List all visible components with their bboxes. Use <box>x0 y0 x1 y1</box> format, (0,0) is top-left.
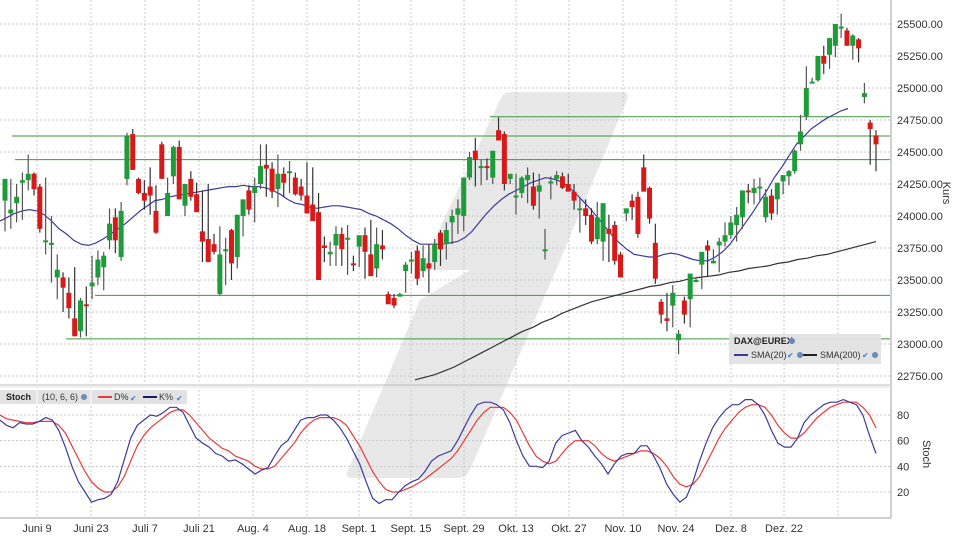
legend-sma20: SMA(20) <box>751 350 787 360</box>
candlesticks <box>2 13 879 355</box>
legend-sma200: SMA(200) <box>820 350 861 360</box>
x-tick-label: Okt. 27 <box>551 523 586 535</box>
sma200-line <box>414 241 877 381</box>
stoch-tick-label: 40 <box>897 461 909 473</box>
stoch-tick-label: 80 <box>897 410 909 422</box>
price-tick-label: 23750.00 <box>897 243 943 255</box>
sma20-checkmark-icon[interactable]: ✔ <box>787 351 794 360</box>
stoch-k-line <box>0 398 877 505</box>
x-tick-label: Sept. 29 <box>444 523 485 535</box>
globe-icon[interactable] <box>789 338 795 344</box>
d-checkmark-icon[interactable]: ✔ <box>130 394 137 403</box>
x-tick-label: Sept. 15 <box>391 523 432 535</box>
price-tick-label: 24500.00 <box>897 147 943 159</box>
stoch-y-axis: 80 60 40 20 <box>897 410 909 499</box>
stoch-grid <box>0 390 890 517</box>
price-legend: DAX@EUREX SMA(20) ✔ SMA(200) ✔ <box>729 334 881 364</box>
price-axis-title: Kurs <box>940 182 952 205</box>
price-tick-label: 25000.00 <box>897 83 943 95</box>
x-tick-label: Aug. 4 <box>237 523 269 535</box>
x-tick-label: Dez. 22 <box>765 523 803 535</box>
x-tick-label: Nov. 10 <box>604 523 641 535</box>
legend-k: K% <box>159 392 173 402</box>
price-tick-label: 23500.00 <box>897 275 943 287</box>
sma20-globe-icon[interactable] <box>797 352 803 358</box>
sma200-checkmark-icon[interactable]: ✔ <box>862 351 869 360</box>
stoch-tick-label: 60 <box>897 436 909 448</box>
stoch-params: (10, 6, 6) <box>42 392 78 402</box>
stoch-title: Stoch <box>6 392 31 402</box>
stoch-d-line <box>0 401 877 493</box>
price-tick-label: 24250.00 <box>897 179 943 191</box>
x-tick-label: Aug. 18 <box>288 523 326 535</box>
stoch-axis-title: Stoch <box>920 440 932 468</box>
price-tick-label: 23250.00 <box>897 307 943 319</box>
price-tick-label: 25250.00 <box>897 51 943 63</box>
price-tick-label: 25500.00 <box>897 19 943 31</box>
sma200-globe-icon[interactable] <box>872 352 878 358</box>
x-axis: Juni 9 Juni 23 Juli 7 Juli 21 Aug. 4 Aug. 18 S… <box>22 523 803 535</box>
stoch-tick-label: 20 <box>897 487 909 499</box>
watermark-logo <box>346 92 628 478</box>
x-tick-label: Nov. 24 <box>657 523 694 535</box>
price-tick-label: 22750.00 <box>897 371 943 383</box>
stoch-legend: Stoch (10, 6, 6) D% ✔ K% ✔ <box>0 390 187 404</box>
x-tick-label: Juni 9 <box>22 523 51 535</box>
x-tick-label: Okt. 13 <box>498 523 533 535</box>
sma20-line <box>0 107 849 262</box>
legend-instrument: DAX@EUREX <box>734 336 793 346</box>
k-checkmark-icon[interactable]: ✔ <box>176 394 183 403</box>
price-grid <box>0 0 890 382</box>
price-y-axis: 25500.00 25250.00 25000.00 24750.00 24500.00… <box>897 19 943 383</box>
x-tick-label: Juni 23 <box>73 523 108 535</box>
x-tick-label: Juli 21 <box>183 523 215 535</box>
price-tick-label: 24750.00 <box>897 115 943 127</box>
price-tick-label: 24000.00 <box>897 211 943 223</box>
legend-d: D% <box>114 392 129 402</box>
x-tick-label: Dez. 8 <box>715 523 747 535</box>
price-tick-label: 23000.00 <box>897 339 943 351</box>
x-tick-label: Juli 7 <box>132 523 158 535</box>
x-tick-label: Sept. 1 <box>342 523 377 535</box>
stoch-globe-icon[interactable] <box>81 394 87 400</box>
